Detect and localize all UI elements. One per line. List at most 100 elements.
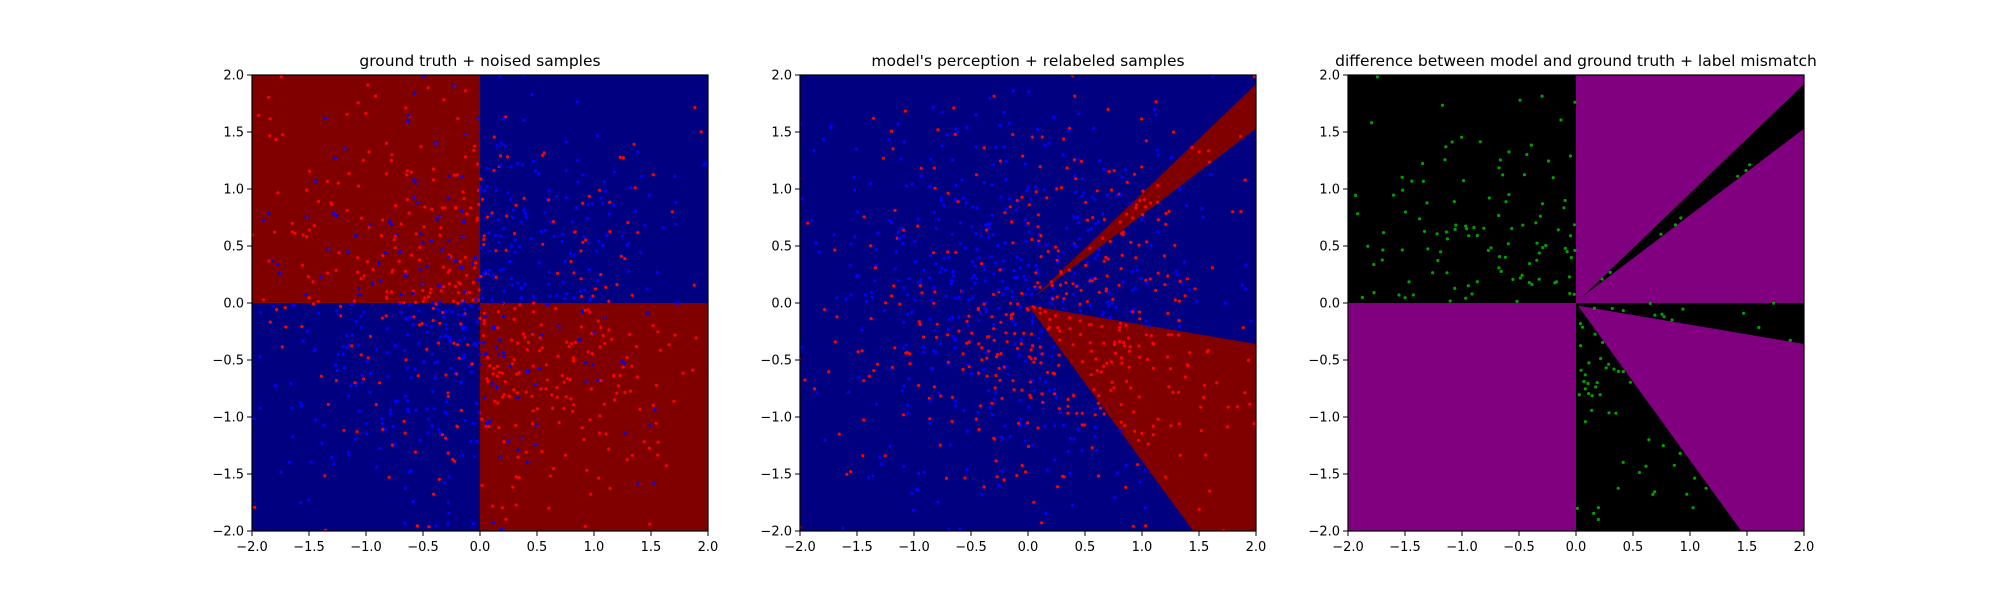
sample-point-red <box>1093 277 1097 281</box>
sample-point-blue <box>596 278 600 282</box>
sample-point-red <box>628 332 632 336</box>
mismatch-point <box>1590 408 1594 412</box>
sample-point-blue <box>299 404 303 408</box>
sample-point-red <box>1119 267 1123 271</box>
sample-point-blue <box>1024 278 1028 282</box>
sample-point-red <box>319 374 323 378</box>
sample-point-blue <box>999 195 1003 199</box>
sample-point-red <box>917 320 921 324</box>
sample-point-blue <box>902 286 906 290</box>
mismatch-point <box>1400 248 1404 252</box>
sample-point-red <box>625 458 629 462</box>
sample-point-blue <box>380 421 384 425</box>
sample-point-red <box>908 352 912 356</box>
mismatch-point <box>1596 517 1600 522</box>
sample-point-red <box>999 320 1003 324</box>
sample-point-red <box>312 302 316 306</box>
sample-point-blue <box>349 384 353 388</box>
sample-point-red <box>523 335 527 339</box>
mismatch-point <box>1575 506 1579 510</box>
sample-point-blue <box>370 282 375 286</box>
sample-point-red <box>471 298 475 302</box>
sample-point-red <box>876 362 880 366</box>
mismatch-point <box>1410 179 1414 183</box>
sample-point-blue <box>1051 115 1056 119</box>
sample-point-blue <box>1010 295 1014 299</box>
mismatch-point <box>1487 196 1491 200</box>
sample-point-red <box>494 249 498 253</box>
mismatch-point <box>1503 255 1507 259</box>
sample-point-blue <box>279 470 283 474</box>
sample-point-blue <box>974 145 978 149</box>
sample-point-red <box>1102 341 1106 345</box>
sample-point-blue <box>483 269 488 273</box>
sample-point-blue <box>957 295 961 299</box>
sample-point-red <box>482 321 486 326</box>
sample-point-red <box>1132 172 1137 176</box>
sample-point-blue <box>655 270 660 274</box>
sample-point-red <box>521 332 525 336</box>
sample-point-red <box>364 111 368 115</box>
sample-point-blue <box>1031 379 1035 383</box>
sample-point-red <box>1129 240 1133 244</box>
sample-point-red <box>1102 217 1107 221</box>
sample-point-red <box>898 302 902 306</box>
sample-point-blue <box>584 380 588 384</box>
mismatch-point <box>1486 248 1490 252</box>
sample-point-red <box>515 391 520 395</box>
sample-point-red <box>1026 308 1030 312</box>
mismatch-point <box>1679 216 1683 220</box>
sample-point-red <box>293 231 297 235</box>
sample-point-blue <box>901 346 905 350</box>
sample-point-blue <box>537 367 542 371</box>
sample-point-red <box>1038 306 1042 310</box>
sample-point-red <box>1071 343 1075 347</box>
sample-point-red <box>505 155 510 159</box>
sample-point-blue <box>853 235 857 239</box>
sample-point-blue <box>932 348 936 352</box>
sample-point-blue <box>1092 126 1096 130</box>
sample-point-blue <box>942 204 946 208</box>
x-tick-label: −1.5 <box>293 540 325 555</box>
sample-point-blue <box>992 322 996 327</box>
sample-point-blue <box>463 132 467 137</box>
sample-point-blue <box>975 247 979 252</box>
mismatch-point <box>1653 490 1657 494</box>
sample-point-red <box>434 302 438 306</box>
sample-point-red <box>1135 203 1139 207</box>
sample-point-blue <box>419 268 423 272</box>
sample-point-red <box>538 336 542 340</box>
sample-point-red <box>1110 380 1114 384</box>
sample-point-red <box>998 159 1003 163</box>
sample-point-blue <box>426 431 430 435</box>
sample-point-blue <box>1057 255 1061 259</box>
sample-point-blue <box>414 181 418 185</box>
sample-point-red <box>509 338 514 342</box>
sample-point-red <box>1032 500 1036 504</box>
sample-point-red <box>461 190 465 194</box>
sample-point-blue <box>887 218 892 222</box>
sample-point-blue <box>460 209 464 213</box>
mismatch-point <box>1465 227 1469 231</box>
sample-point-blue <box>1129 201 1133 205</box>
sample-point-blue <box>1124 463 1128 467</box>
region-dark-red-1 <box>1033 84 1256 298</box>
sample-point-red <box>1125 212 1129 216</box>
sample-point-blue <box>603 316 607 320</box>
sample-point-blue <box>871 474 875 478</box>
sample-point-blue <box>1133 307 1137 311</box>
sample-point-red <box>469 206 473 210</box>
sample-point-blue <box>459 175 463 179</box>
sample-point-blue <box>368 371 372 376</box>
sample-point-red <box>356 184 360 188</box>
sample-point-red <box>608 486 612 490</box>
sample-point-red <box>500 371 504 375</box>
sample-point-red <box>673 333 677 337</box>
sample-point-red <box>827 370 831 374</box>
mismatch-point <box>1460 135 1464 139</box>
sample-point-blue <box>937 391 941 395</box>
mismatch-point <box>1403 296 1407 300</box>
sample-point-blue <box>939 196 943 200</box>
sample-point-red <box>632 142 636 146</box>
sample-point-red <box>290 221 294 225</box>
